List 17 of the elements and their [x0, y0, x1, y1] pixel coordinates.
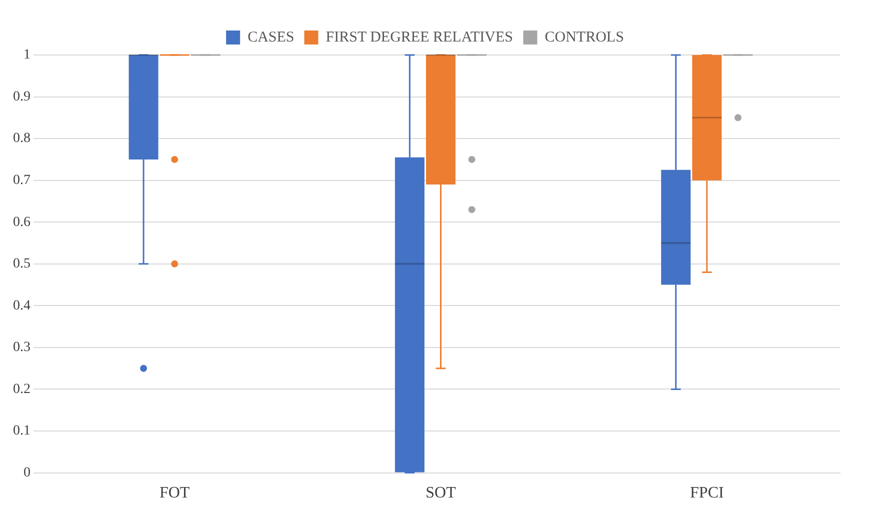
legend-label: CASES	[248, 29, 294, 46]
x-tick-label: SOT	[426, 484, 456, 502]
y-tick-label: 1	[24, 48, 30, 63]
legend-label: FIRST DEGREE RELATIVES	[326, 29, 513, 46]
y-tick-label: 0	[24, 465, 30, 480]
y-tick-label: 0.7	[13, 173, 30, 188]
y-tick-label: 0.9	[13, 89, 30, 104]
y-tick-label: 0.5	[13, 256, 30, 272]
y-tick-label: 0.6	[13, 214, 30, 230]
y-tick-label: 0.3	[13, 340, 30, 356]
y-tick-label: 0.8	[13, 131, 30, 146]
legend-label: CONTROLS	[544, 29, 624, 46]
y-tick-label: 0.1	[13, 424, 30, 439]
x-tick-label: FPCI	[690, 484, 724, 502]
x-tick-label: FOT	[159, 484, 190, 502]
y-tick-label: 0.2	[13, 382, 30, 397]
y-tick-label: 0.4	[13, 298, 30, 314]
